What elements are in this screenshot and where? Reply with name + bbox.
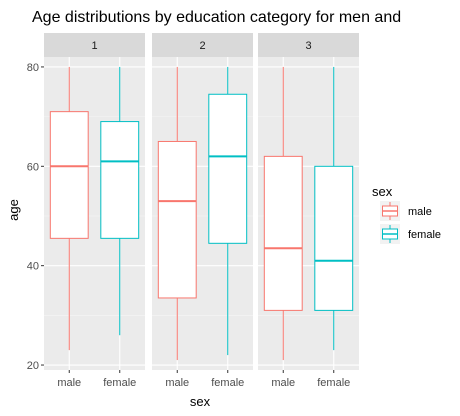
facet-strip xyxy=(44,33,145,57)
facet-strip-label: 2 xyxy=(199,40,205,52)
legend-entry-male: male xyxy=(380,201,432,221)
y-tick-label: 40 xyxy=(27,261,39,273)
box-female xyxy=(208,66,248,356)
x-tick-label: male xyxy=(271,377,295,389)
box-male xyxy=(49,66,89,351)
legend-label: male xyxy=(408,206,432,218)
y-tick-label: 20 xyxy=(27,360,39,372)
facet-strip-label: 1 xyxy=(91,40,97,52)
facet-strip xyxy=(152,33,253,57)
y-axis-title: age xyxy=(6,199,21,221)
x-tick-label: female xyxy=(103,377,136,389)
box-iqr xyxy=(157,140,197,299)
x-axis-title: sex xyxy=(190,394,211,409)
facet-panel-3: 3 male female xyxy=(258,33,359,389)
box-iqr xyxy=(263,155,303,311)
x-tick-label: female xyxy=(211,377,244,389)
legend-entry-female: female xyxy=(380,224,441,244)
chart-title: Age distributions by education category … xyxy=(32,9,401,26)
facet-strip xyxy=(258,33,359,57)
y-tick-label: 60 xyxy=(27,161,39,173)
box-iqr xyxy=(100,121,140,239)
box-iqr xyxy=(49,111,89,239)
box-male xyxy=(263,66,303,361)
box-iqr xyxy=(314,165,354,311)
x-tick-label: male xyxy=(165,377,189,389)
legend: sex male female xyxy=(372,184,441,244)
box-iqr xyxy=(208,93,248,244)
box-male xyxy=(157,66,197,361)
facet-panel-2: 2 male female xyxy=(152,33,253,389)
legend-label: female xyxy=(408,229,441,241)
y-tick-label: 80 xyxy=(27,62,39,74)
box-female xyxy=(100,66,140,336)
facet-strip-label: 3 xyxy=(305,40,311,52)
facet-panels: 1 male female 2 male female 3 male female xyxy=(44,33,359,389)
x-tick-label: male xyxy=(57,377,81,389)
x-tick-label: female xyxy=(317,377,350,389)
box-female xyxy=(314,66,354,351)
facet-panel-1: 1 male female xyxy=(44,33,145,389)
y-axis: 20 40 60 80 xyxy=(27,62,44,372)
legend-title: sex xyxy=(372,184,393,199)
